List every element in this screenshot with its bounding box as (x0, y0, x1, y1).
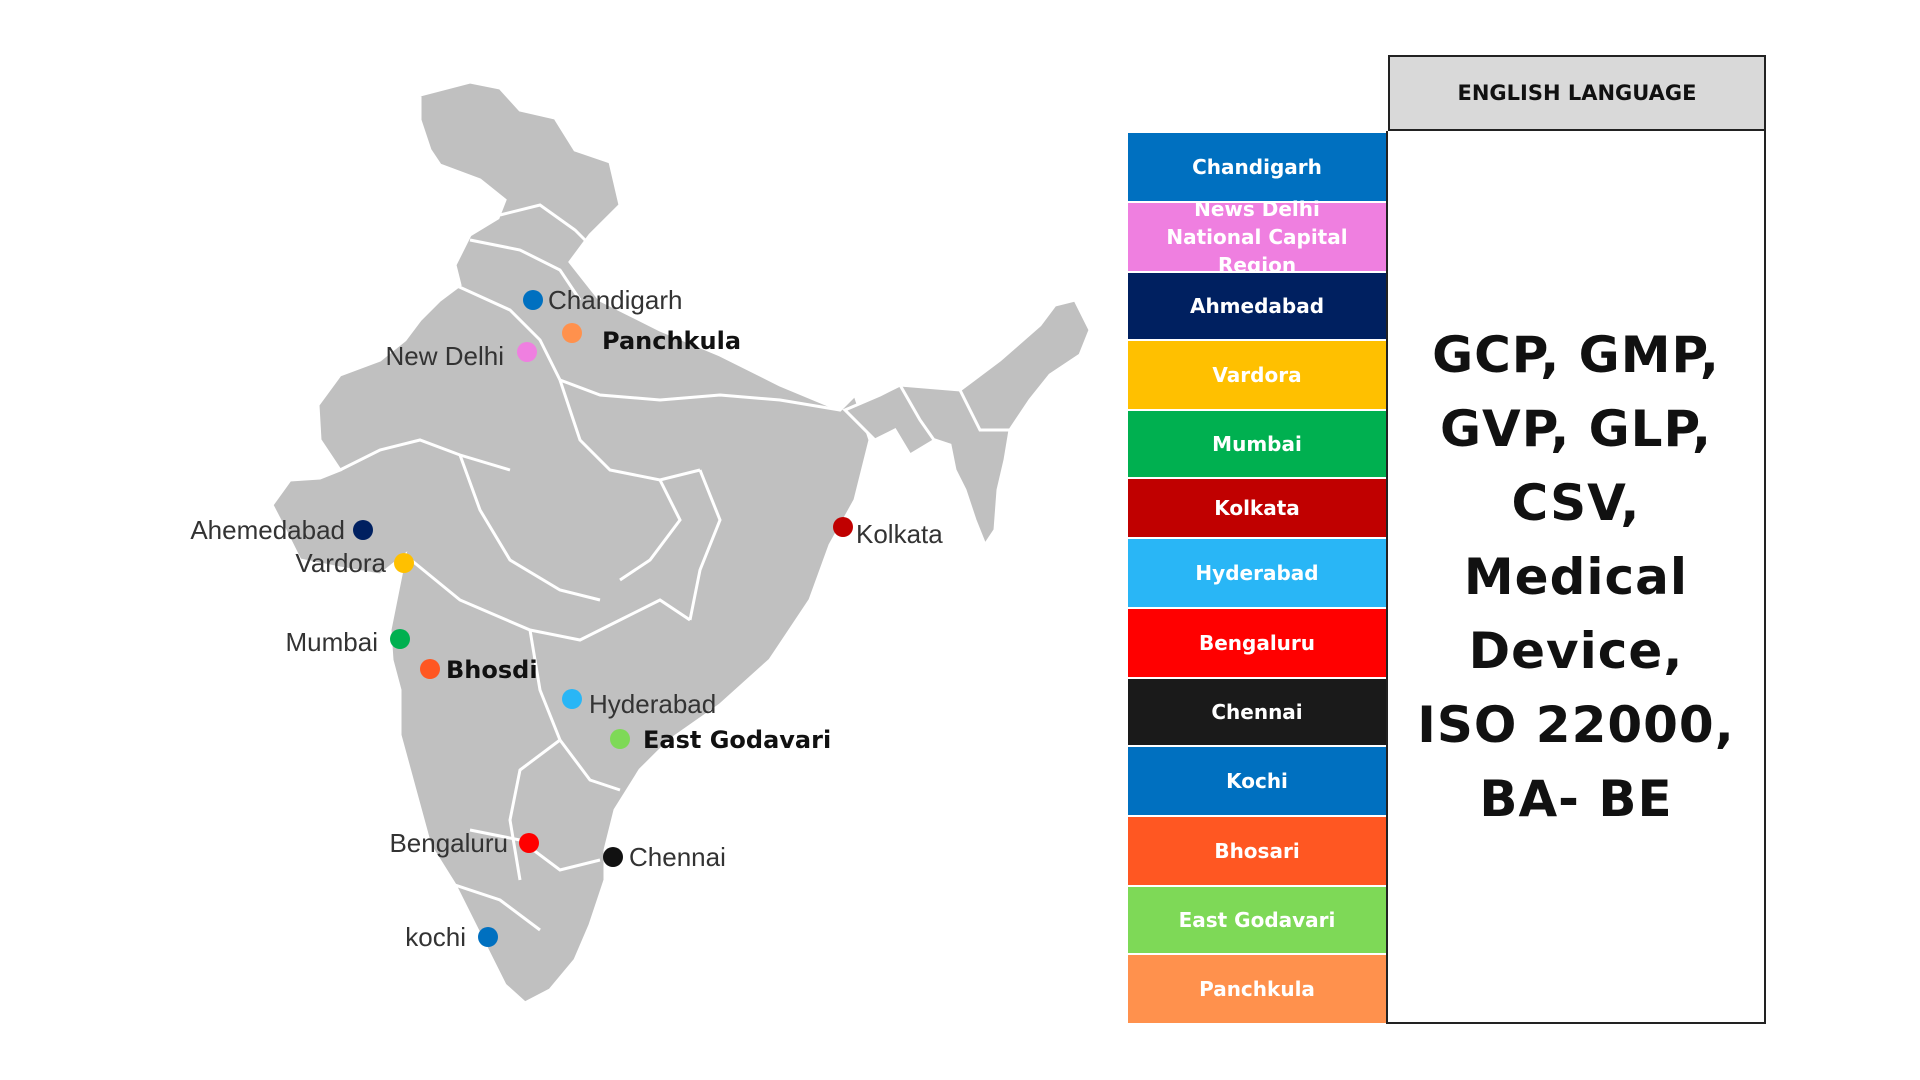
legend-row: Kochi (1128, 747, 1386, 817)
standards-line: Medical (1463, 547, 1689, 606)
standards-line: Device, (1468, 621, 1684, 680)
city-marker (478, 927, 498, 947)
city-marker (420, 659, 440, 679)
standards-line: GCP, GMP, (1432, 325, 1720, 384)
city-marker (562, 689, 582, 709)
city-marker (562, 323, 582, 343)
city-marker (394, 553, 414, 573)
legend-row-label: Hyderabad (1195, 561, 1319, 585)
city-label: Panchkula (602, 327, 741, 355)
legend-row-label: Mumbai (1212, 432, 1302, 456)
legend-row: Chandigarh (1128, 133, 1386, 203)
city-marker (833, 517, 853, 537)
city-label: Hyderabad (589, 689, 716, 719)
legend-row: East Godavari (1128, 887, 1386, 955)
standards-panel: GCP, GMP, GVP, GLP, CSV, Medical Device, ISO … (1386, 131, 1766, 1024)
legend-row-label: Panchkula (1199, 977, 1315, 1001)
legend-row: Hyderabad (1128, 539, 1386, 609)
legend-row: Ahmedabad (1128, 273, 1386, 341)
legend-row-label: Bhosari (1214, 839, 1300, 863)
legend-row: News Delhi National Capital Region (1128, 197, 1386, 277)
city-label: Bhosdi (446, 656, 538, 684)
standards-line: CSV, (1511, 473, 1641, 532)
city-label: Vardora (295, 548, 386, 578)
city-label: Ahemedabad (190, 515, 345, 545)
india-northeast-shape (842, 298, 1092, 549)
india-mainland-shape (270, 80, 872, 1005)
city-label: Mumbai (286, 627, 378, 657)
city-marker (603, 847, 623, 867)
standards-text: GCP, GMP, GVP, GLP, CSV, Medical Device, ISO … (1417, 318, 1734, 836)
legend-row-label: Kochi (1226, 769, 1288, 793)
city-marker (523, 290, 543, 310)
legend-row-label: Chandigarh (1192, 155, 1322, 179)
legend-row: Bhosari (1128, 817, 1386, 887)
standards-line: BA- BE (1479, 769, 1673, 828)
legend-row: Vardora (1128, 341, 1386, 411)
city-marker (390, 629, 410, 649)
legend-row: Panchkula (1128, 955, 1386, 1025)
standards-line: GVP, GLP, (1440, 399, 1712, 458)
standards-line: ISO 22000, (1417, 695, 1735, 754)
india-map: Chandigarh Panchkula New Delhi AhemedabadVa… (190, 80, 1092, 1005)
legend-row-label: Ahmedabad (1189, 294, 1325, 318)
city-marker (517, 342, 537, 362)
state-borders (339, 203, 1010, 932)
city-marker (519, 833, 539, 853)
legend-row: Mumbai (1128, 411, 1386, 479)
legend-row: Kolkata (1128, 479, 1386, 539)
city-label: kochi (405, 922, 466, 952)
city-label: Chandigarh (548, 285, 682, 315)
legend-row-label: Vardora (1212, 363, 1302, 387)
legend-row: Chennai (1128, 679, 1386, 747)
city-label: East Godavari (643, 726, 831, 754)
legend-row-label: East Godavari (1178, 908, 1336, 932)
city-label: Bengaluru (389, 828, 508, 858)
legend-row-label: Bengaluru (1198, 631, 1316, 655)
city-label: New Delhi (386, 341, 505, 371)
legend-row-label: Kolkata (1214, 496, 1300, 520)
legend-row-label: Chennai (1211, 700, 1303, 724)
legend-row-label: News Delhi National Capital Region (1166, 197, 1348, 277)
city-label: Chennai (629, 842, 726, 872)
language-header: ENGLISH LANGUAGE (1388, 55, 1766, 131)
city-label: Kolkata (856, 519, 943, 549)
city-marker (353, 520, 373, 540)
city-marker (610, 729, 630, 749)
legend-row: Bengaluru (1128, 609, 1386, 679)
city-markers: Chandigarh Panchkula New Delhi AhemedabadVa… (190, 285, 943, 952)
